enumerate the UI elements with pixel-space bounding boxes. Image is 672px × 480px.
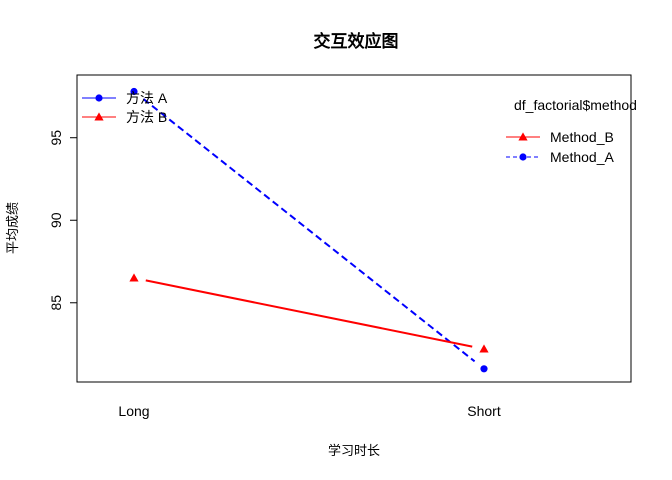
data-point [130, 87, 138, 96]
legend-label: 方法 B [126, 109, 167, 125]
legend-right-title: df_factorial$method [514, 97, 637, 113]
legend-marker [95, 94, 103, 102]
data-point [129, 273, 139, 282]
x-tick-label: Long [118, 403, 149, 419]
legend-marker [94, 112, 104, 121]
x-axis: Long Short [118, 403, 500, 419]
series-line [145, 279, 473, 348]
data-point [479, 344, 489, 353]
data-point [480, 365, 488, 373]
y-axis: 85 90 95 [48, 130, 78, 311]
legend-label: Method_B [550, 129, 614, 145]
y-tick-label: 85 [48, 295, 64, 311]
x-tick-label: Short [467, 403, 501, 419]
legend-marker [518, 132, 528, 141]
legend-label: Method_A [550, 149, 614, 165]
series-method-a [130, 87, 488, 373]
legend-top-left: 方法 A 方法 B [82, 90, 168, 125]
legend-right: df_factorial$method Method_B Method_A [506, 97, 637, 165]
y-axis-label: 平均成绩 [5, 202, 20, 254]
series-line [142, 98, 476, 363]
series-layer [129, 87, 489, 373]
y-tick-label: 95 [48, 130, 64, 146]
legend-label: 方法 A [126, 90, 168, 106]
chart-title: 交互效应图 [314, 31, 399, 52]
y-tick-label: 90 [48, 212, 64, 228]
x-axis-label: 学习时长 [328, 443, 380, 458]
series-method-b [129, 273, 489, 353]
legend-marker [519, 153, 527, 161]
